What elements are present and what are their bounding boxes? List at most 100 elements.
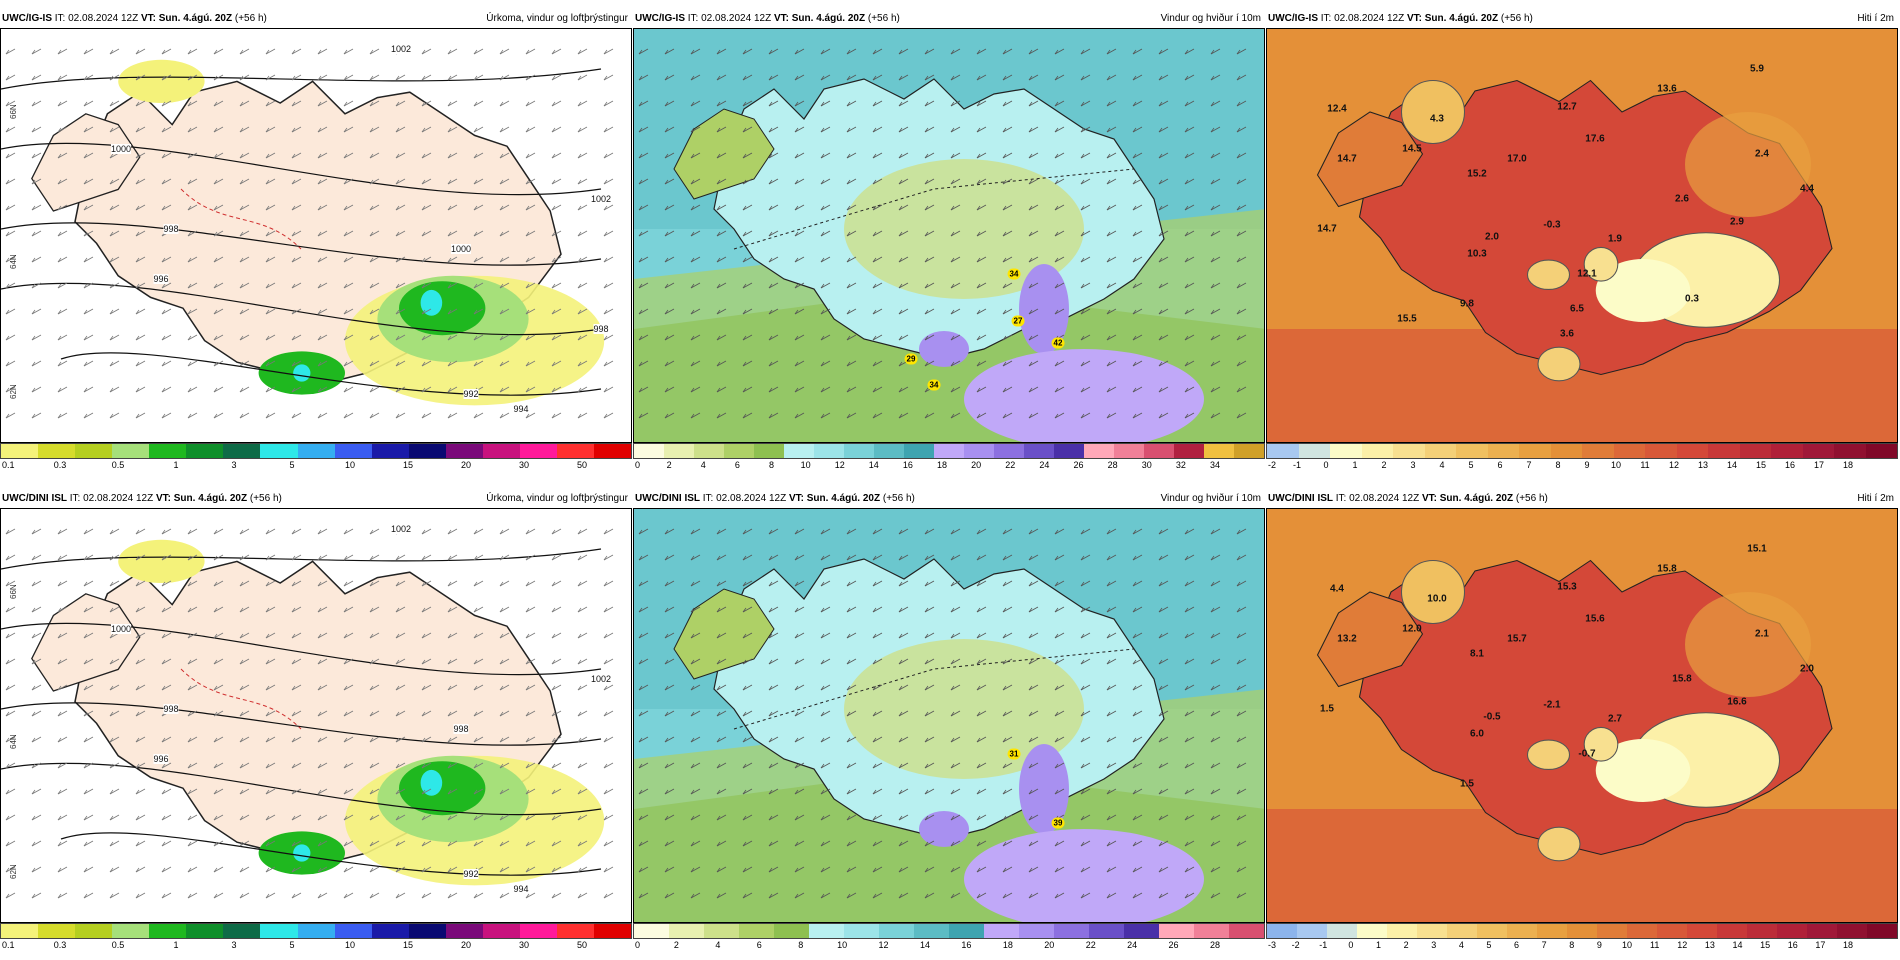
scale-tick: 8: [1555, 460, 1561, 470]
run-info: UWC/IG-IS IT: 02.08.2024 12Z VT: Sun. 4.…: [2, 10, 267, 28]
scale-tick: 9: [1584, 460, 1590, 470]
map-canvas[interactable]: 1002 1000 998 996 994 992 1002 998 66N 64N 62N: [0, 508, 632, 923]
scale-tick: 10: [1622, 940, 1633, 950]
run-it-label: IT:: [69, 493, 81, 504]
temperature-label: 12.7: [1557, 101, 1577, 113]
color-swatch: [1537, 924, 1567, 938]
color-swatch: [482, 444, 520, 458]
temperature-label: 13.6: [1657, 83, 1677, 95]
run-lead: (+56 h): [249, 493, 282, 504]
color-swatch: [814, 444, 844, 458]
color-swatch: [1582, 444, 1614, 458]
color-swatch: [904, 444, 934, 458]
panel-title: Vindur og hviður í 10m: [1160, 13, 1261, 24]
color-swatch: [297, 924, 335, 938]
color-swatch: [1330, 444, 1362, 458]
color-swatch: [1298, 444, 1330, 458]
color-swatch: [1708, 444, 1740, 458]
scale-tick: 4: [1439, 460, 1445, 470]
temperature-label: -0.3: [1543, 219, 1561, 231]
scale-tick: 10: [1610, 460, 1622, 470]
temperature-label: 2.6: [1675, 193, 1689, 205]
color-swatch: [1739, 444, 1771, 458]
scale-tick: 3: [231, 940, 237, 950]
color-swatch: [1687, 924, 1717, 938]
color-swatch: [704, 924, 739, 938]
map-canvas[interactable]: 4.4 10.0 12.0 13.2 15.7 15.3 15.6 15.8 15.1 8.1 2.…: [1266, 508, 1898, 923]
temperature-label: 15.8: [1657, 563, 1677, 575]
color-swatch: [1, 444, 39, 458]
scale-tick: 7: [1541, 940, 1547, 950]
scale-tick: 0: [1348, 940, 1354, 950]
temperature-label: 1.5: [1320, 703, 1334, 715]
scale-tick: 15: [1760, 940, 1771, 950]
temperature-label: 10.3: [1467, 248, 1487, 260]
color-swatch: [1834, 444, 1866, 458]
scale-tick: 0.5: [111, 460, 125, 470]
color-swatch: [594, 444, 632, 458]
scale-tick: 2: [1381, 460, 1387, 470]
scale-tick: 9: [1596, 940, 1602, 950]
scale-tick: 17: [1813, 460, 1825, 470]
color-scale: [1266, 443, 1898, 459]
temperature-label: 2.4: [1755, 148, 1769, 160]
color-swatch: [1019, 924, 1054, 938]
panel-header: UWC/DINI ISL IT: 02.08.2024 12Z VT: Sun.…: [633, 490, 1265, 508]
gust-label: 29: [904, 353, 918, 365]
scale-tick: 3: [1410, 460, 1416, 470]
temperature-label: 2.0: [1800, 663, 1814, 675]
run-vt-value: Sun. 4.ágú. 20Z: [158, 13, 233, 24]
color-swatch: [844, 924, 879, 938]
map-canvas[interactable]: 12.4 4.3 14.5 14.7 17.0 12.7 17.6 13.6 5.9 15.2 2.…: [1266, 28, 1898, 443]
run-info: UWC/IG-IS IT: 02.08.2024 12Z VT: Sun. 4.…: [1268, 10, 1533, 28]
temperature-label: 14.7: [1317, 223, 1337, 235]
color-swatch: [1124, 924, 1159, 938]
scale-tick: 30: [1141, 460, 1152, 470]
panel-title: Úrkoma, vindur og loftþrýstingur: [486, 493, 628, 504]
isobar-label: 994: [513, 884, 529, 894]
run-lead: (+56 h): [234, 13, 267, 24]
color-swatch: [556, 444, 594, 458]
scale-tick: 0: [635, 940, 641, 950]
color-swatch: [949, 924, 984, 938]
map-canvas[interactable]: 34 27 42 29 34: [633, 28, 1265, 443]
run-model: UWC/IG-IS: [2, 13, 52, 24]
color-swatch: [1267, 444, 1299, 458]
run-lead: (+56 h): [882, 493, 915, 504]
map-canvas[interactable]: 1002 1000 998 996 994 992 1002 1000 998 66N 64N 62N: [0, 28, 632, 443]
color-swatch: [260, 924, 298, 938]
scale-tick: 30: [518, 460, 530, 470]
scale-tick: 0.1: [2, 940, 15, 950]
color-swatch: [1597, 924, 1627, 938]
color-scale: [633, 443, 1265, 459]
panel-igis-temp: UWC/IG-IS IT: 02.08.2024 12Z VT: Sun. 4.…: [1266, 10, 1898, 480]
map-canvas[interactable]: 31 39: [633, 508, 1265, 923]
scale-tick: 1: [173, 460, 179, 470]
color-swatch: [1229, 924, 1264, 938]
scale-tick: 22: [1005, 460, 1016, 470]
scale-tick: 12: [834, 460, 845, 470]
temperature-label: 15.7: [1507, 633, 1527, 645]
isobar-label: 998: [163, 704, 179, 714]
panel-header: UWC/DINI ISL IT: 02.08.2024 12Z VT: Sun.…: [1266, 490, 1898, 508]
color-swatch: [1676, 444, 1708, 458]
color-swatch: [1114, 444, 1144, 458]
run-it-label: IT:: [1335, 493, 1347, 504]
color-swatch: [1234, 444, 1264, 458]
scale-tick: 50: [576, 460, 588, 470]
color-swatch: [519, 924, 557, 938]
scale-tick: 3: [1431, 940, 1437, 950]
temperature-label: 1.9: [1608, 233, 1622, 245]
scale-tick: 0.3: [53, 460, 67, 470]
temperature-label: 15.1: [1747, 543, 1767, 555]
scale-tick: 18: [1842, 940, 1854, 950]
color-swatch: [1084, 444, 1114, 458]
color-swatch: [38, 444, 76, 458]
color-swatch: [784, 444, 814, 458]
run-vt-value: Sun. 4.ágú. 20Z: [791, 13, 866, 24]
scale-tick: 24: [1127, 940, 1138, 950]
color-swatch: [669, 924, 704, 938]
color-swatch: [1802, 444, 1834, 458]
color-swatch: [754, 444, 784, 458]
scale-tick: 22: [1085, 940, 1096, 950]
